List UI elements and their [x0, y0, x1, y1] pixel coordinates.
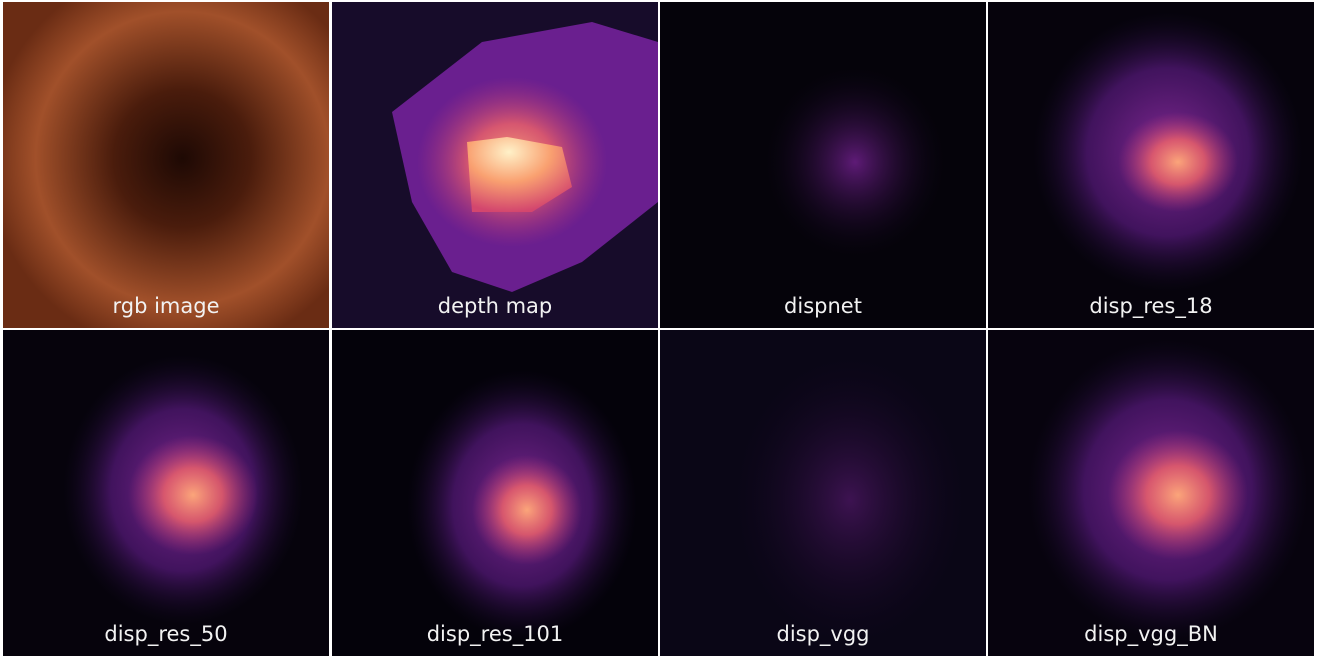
photo [3, 2, 329, 328]
core [472, 455, 582, 565]
panel-label: disp_res_101 [427, 622, 564, 647]
panel: disp_res_50 [3, 330, 329, 656]
panel: disp_vgg_BN [988, 330, 1314, 656]
panel-label: disp_vgg_BN [1084, 622, 1218, 647]
core [1118, 112, 1238, 212]
figure-grid: rgb image depth map dispnet disp_res_18disp… [0, 0, 1328, 658]
panel-label: depth map [438, 294, 552, 318]
core [1108, 430, 1248, 560]
blob [730, 350, 970, 650]
panel: disp_vgg [660, 330, 986, 656]
panel-label: rgb image [112, 294, 219, 318]
panel-label: dispnet [784, 294, 862, 318]
core [128, 435, 258, 555]
panel: disp_res_18 [988, 2, 1314, 328]
panel-label: disp_res_18 [1089, 294, 1212, 319]
panel: rgb image [3, 2, 329, 328]
panel: depth map [332, 2, 658, 328]
panel-label: disp_vgg [776, 622, 869, 647]
panel-label: disp_res_50 [104, 622, 227, 647]
blob [765, 67, 945, 257]
panel: dispnet [660, 2, 986, 328]
panel: disp_res_101 [332, 330, 658, 656]
